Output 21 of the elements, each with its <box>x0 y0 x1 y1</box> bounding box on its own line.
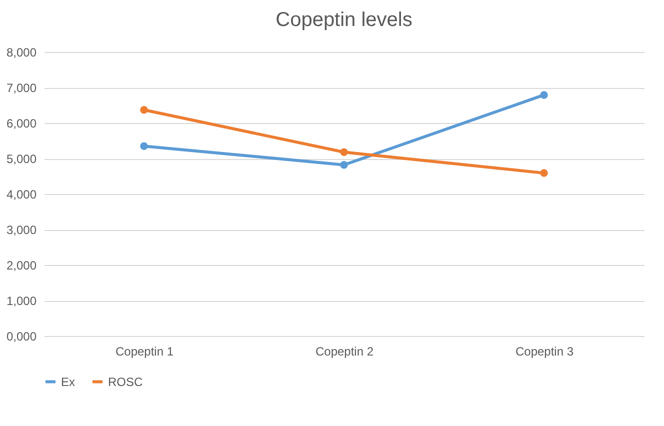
y-tick-label: 1,000 <box>6 294 37 308</box>
x-tick-label: Copeptin 3 <box>515 344 574 358</box>
point <box>340 148 348 156</box>
x-tick-label: Copeptin 2 <box>315 344 374 358</box>
chart-title: Copeptin levels <box>276 9 412 31</box>
y-tick-label: 6,000 <box>6 116 37 130</box>
y-tick-label: 2,000 <box>6 258 37 272</box>
point <box>140 142 148 150</box>
point <box>540 169 548 177</box>
y-tick-label: 7,000 <box>6 81 37 95</box>
legend-label: Ex <box>61 374 76 389</box>
y-tick-label: 5,000 <box>6 152 37 166</box>
x-tick-label: Copeptin 1 <box>115 344 174 358</box>
point <box>140 106 148 114</box>
y-tick-label: 4,000 <box>6 188 37 202</box>
legend-label: ROSC <box>108 374 144 389</box>
point <box>340 161 348 169</box>
y-tick-label: 0,000 <box>6 330 37 344</box>
point <box>540 91 548 99</box>
y-tick-label: 8,000 <box>6 46 37 60</box>
y-tick-label: 3,000 <box>6 223 37 237</box>
